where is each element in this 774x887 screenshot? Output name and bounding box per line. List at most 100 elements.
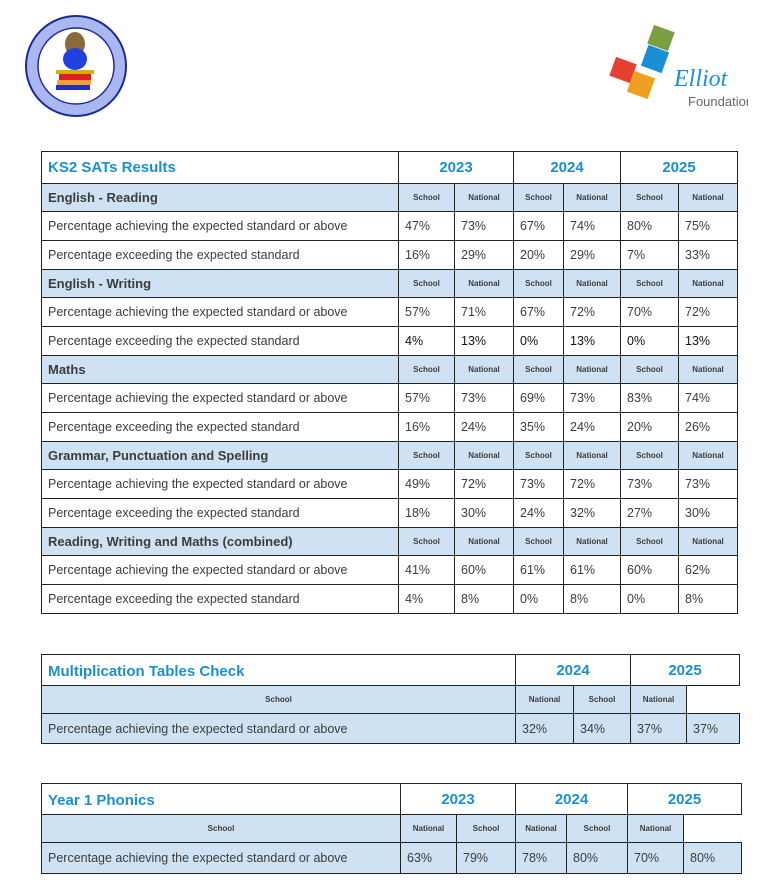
value-cell: 30% <box>454 498 514 528</box>
value-cell: 24% <box>513 498 564 528</box>
value-cell: 0% <box>620 326 679 356</box>
school-col-header: School <box>398 183 455 212</box>
national-col-header: National <box>454 183 514 212</box>
value-cell: 73% <box>454 211 514 241</box>
year-header: 2024 <box>513 151 621 184</box>
value-cell: 73% <box>620 469 679 499</box>
national-col-header: National <box>563 355 621 384</box>
value-cell: 37% <box>686 713 740 744</box>
mtc-title: Multiplication Tables Check <box>41 654 516 686</box>
value-cell: 0% <box>513 584 564 614</box>
value-cell: 47% <box>398 211 455 241</box>
value-cell: 24% <box>563 412 621 442</box>
table-row: Percentage achieving the expected standa… <box>41 555 738 585</box>
value-cell: 20% <box>620 412 679 442</box>
value-cell: 13% <box>454 326 514 356</box>
national-col-header: National <box>454 269 514 298</box>
national-col-header: National <box>678 269 738 298</box>
value-cell: 57% <box>398 383 455 413</box>
school-col-header: School <box>573 685 631 714</box>
value-cell: 32% <box>563 498 621 528</box>
value-cell: 75% <box>678 211 738 241</box>
school-col-header: School <box>398 269 455 298</box>
table-row: Percentage exceeding the expected standa… <box>41 584 738 614</box>
value-cell: 78% <box>515 842 567 874</box>
value-cell: 73% <box>513 469 564 499</box>
ks2-title: KS2 SATs Results <box>41 151 399 184</box>
national-col-header: National <box>678 527 738 556</box>
national-col-header: National <box>454 441 514 470</box>
value-cell: 70% <box>620 297 679 327</box>
value-cell: 67% <box>513 297 564 327</box>
value-cell: 80% <box>683 842 742 874</box>
national-col-header: National <box>515 814 567 843</box>
value-cell: 24% <box>454 412 514 442</box>
mtc-table: Multiplication Tables Check 2024 2025 Sc… <box>41 654 740 744</box>
value-cell: 13% <box>678 326 738 356</box>
row-label: Percentage exceeding the expected standa… <box>41 326 399 356</box>
table-row: Percentage exceeding the expected standa… <box>41 326 738 356</box>
school-col-header: School <box>398 355 455 384</box>
value-cell: 8% <box>563 584 621 614</box>
value-cell: 30% <box>678 498 738 528</box>
value-cell: 0% <box>620 584 679 614</box>
school-col-header: School <box>513 269 564 298</box>
value-cell: 62% <box>678 555 738 585</box>
value-cell: 34% <box>573 713 631 744</box>
school-col-header: School <box>41 685 516 714</box>
value-cell: 26% <box>678 412 738 442</box>
value-cell: 72% <box>678 297 738 327</box>
value-cell: 61% <box>513 555 564 585</box>
svg-text:Elliot: Elliot <box>673 66 729 92</box>
value-cell: 74% <box>678 383 738 413</box>
row-label: Percentage achieving the expected standa… <box>41 469 399 499</box>
school-col-header: School <box>566 814 628 843</box>
value-cell: 8% <box>454 584 514 614</box>
national-col-header: National <box>563 183 621 212</box>
row-label: Percentage achieving the expected standa… <box>41 211 399 241</box>
value-cell: 41% <box>398 555 455 585</box>
school-col-header: School <box>513 527 564 556</box>
table-row: Percentage achieving the expected standa… <box>41 842 742 874</box>
section-header: Maths School National School National School N… <box>41 355 738 384</box>
table-row: Percentage achieving the expected standa… <box>41 297 738 327</box>
value-cell: 7% <box>620 240 679 270</box>
national-col-header: National <box>563 527 621 556</box>
svg-text:Foundation: Foundation <box>688 94 748 109</box>
value-cell: 79% <box>456 842 516 874</box>
value-cell: 60% <box>454 555 514 585</box>
elliot-foundation-logo: Elliot Foundation <box>609 24 748 109</box>
section-name: Grammar, Punctuation and Spelling <box>41 441 399 470</box>
value-cell: 72% <box>563 469 621 499</box>
section-name: English - Reading <box>41 183 399 212</box>
school-logo <box>25 15 127 117</box>
national-col-header: National <box>627 814 684 843</box>
national-col-header: National <box>454 355 514 384</box>
row-label: Percentage exceeding the expected standa… <box>41 584 399 614</box>
value-cell: 20% <box>513 240 564 270</box>
national-col-header: National <box>515 685 574 714</box>
section-name: Maths <box>41 355 399 384</box>
school-col-header: School <box>398 527 455 556</box>
row-label: Percentage exceeding the expected standa… <box>41 412 399 442</box>
value-cell: 63% <box>400 842 457 874</box>
school-col-header: School <box>620 269 679 298</box>
national-col-header: National <box>678 355 738 384</box>
section-header: Reading, Writing and Maths (combined) Sch… <box>41 527 738 556</box>
row-label: Percentage achieving the expected standa… <box>41 842 401 874</box>
row-label: Percentage achieving the expected standa… <box>41 555 399 585</box>
value-cell: 8% <box>678 584 738 614</box>
table-row: Percentage achieving the expected standa… <box>41 713 740 744</box>
national-col-header: National <box>630 685 687 714</box>
year-header: 2025 <box>627 783 742 815</box>
value-cell: 32% <box>515 713 574 744</box>
value-cell: 80% <box>620 211 679 241</box>
school-col-header: School <box>620 527 679 556</box>
school-col-header: School <box>620 183 679 212</box>
section-name: Reading, Writing and Maths (combined) <box>41 527 399 556</box>
value-cell: 16% <box>398 412 455 442</box>
value-cell: 61% <box>563 555 621 585</box>
year-header: 2023 <box>398 151 514 184</box>
section-name: English - Writing <box>41 269 399 298</box>
year-header: 2023 <box>400 783 516 815</box>
